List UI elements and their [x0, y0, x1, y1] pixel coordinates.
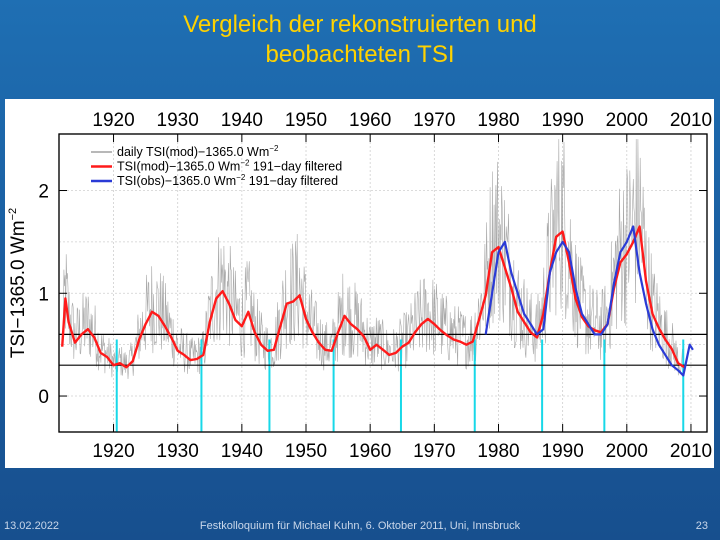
tsi-chart: 1920 1920 1930 1930 1940 1940 1950 1950 1960 1960…: [7, 110, 712, 462]
x-tick-label-bottom-1930: 1930: [157, 441, 199, 462]
series-obs-filtered: [484, 225, 694, 377]
legend-label-mod: TSI(mod)−1365.0 Wm−2 191−day filtered: [117, 159, 342, 174]
x-tick-label-bottom-1990: 1990: [542, 441, 584, 462]
x-tick-label-bottom-1950: 1950: [285, 441, 327, 462]
x-tick-label-top-2000: 2000: [606, 110, 648, 131]
slide-title-line-1: Vergleich der rekonstruierten und: [183, 11, 537, 38]
x-tick-label-top-1950: 1950: [285, 110, 327, 131]
x-tick-label-bottom-1940: 1940: [221, 441, 263, 462]
x-tick-label-bottom-1980: 1980: [477, 441, 519, 462]
x-tick-label-top-1990: 1990: [542, 110, 584, 131]
y-tick-label-2: 2: [38, 182, 49, 203]
x-tick-label-bottom-1970: 1970: [413, 441, 455, 462]
x-tick-label-top-1940: 1940: [221, 110, 263, 131]
legend-label-daily: daily TSI(mod)−1365.0 Wm−2: [117, 144, 279, 159]
x-tick-label-bottom-1920: 1920: [92, 441, 134, 462]
plot-frame: [58, 133, 708, 433]
x-tick-label-bottom-2010: 2010: [670, 441, 712, 462]
x-tick-label-top-1930: 1930: [157, 110, 199, 131]
slide-title-line-2: beobachteten TSI: [265, 41, 455, 68]
x-tick-label-top-1960: 1960: [349, 110, 391, 131]
plot-frame-top: [58, 133, 708, 433]
x-tick-label-top-2010: 2010: [670, 110, 712, 131]
y-axis-label: TSI−1365.0 Wm−2: [7, 208, 29, 358]
slide-footer-text: Festkolloquium für Michael Kuhn, 6. Okto…: [199, 520, 521, 532]
x-tick-label-bottom-2000: 2000: [606, 441, 648, 462]
slide-title: Vergleich der rekonstruierten und beobac…: [0, 10, 720, 70]
slide-page-number: 23: [695, 520, 708, 532]
tsi-chart-panel: 1920 1920 1930 1930 1940 1940 1950 1950 1960 1960…: [5, 99, 714, 468]
x-tick-label-bottom-1960: 1960: [349, 441, 391, 462]
series-mod-filtered: [61, 225, 686, 369]
x-tick-label-top-1970: 1970: [413, 110, 455, 131]
series-daily-mod: [61, 139, 685, 380]
y-tick-label-0: 0: [38, 387, 49, 408]
x-tick-label-top-1980: 1980: [477, 110, 519, 131]
x-tick-label-top-1920: 1920: [92, 110, 134, 131]
y-tick-label-1: 1: [38, 284, 49, 305]
slide-date: 13.02.2022: [4, 520, 60, 532]
legend-label-obs: TSI(obs)−1365.0 Wm−2 191−day filtered: [117, 173, 338, 188]
